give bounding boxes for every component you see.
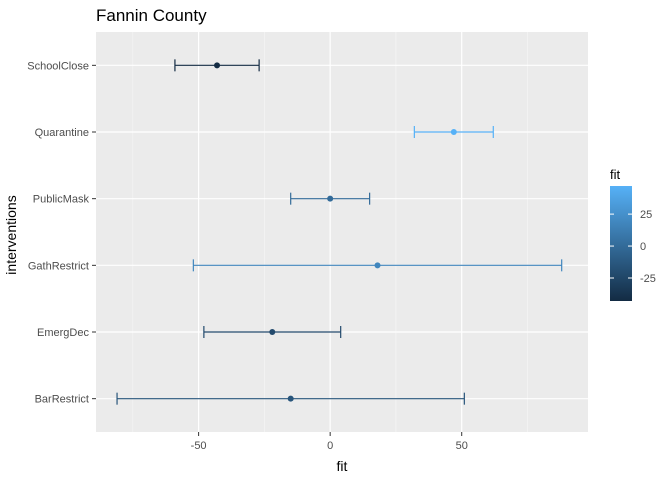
point-quarantine <box>450 129 457 135</box>
plot-panel <box>96 32 588 432</box>
y-tick-label: PublicMask <box>33 194 90 206</box>
x-axis-title: fit <box>337 458 348 474</box>
y-tick-label: SchoolClose <box>27 60 89 72</box>
errorbar-publicmask <box>290 192 371 205</box>
errorbar-emergdec <box>203 326 342 338</box>
point-publicmask <box>327 195 334 202</box>
x-tick-label: 50 <box>456 440 468 452</box>
x-tick-label: -50 <box>191 440 207 452</box>
point-emergdec <box>269 329 276 335</box>
x-axis: -50 0 50 <box>191 432 468 452</box>
y-axis-title: interventions <box>3 195 19 274</box>
y-tick-label: GathRestrict <box>28 260 89 272</box>
point-gathrestrict <box>374 262 381 269</box>
y-tick-label: Quarantine <box>35 127 89 139</box>
point-barrestrict <box>287 395 294 402</box>
y-axis: BarRestrict EmergDec GathRestrict PublicMas… <box>27 60 96 406</box>
errorbar-barrestrict <box>116 392 465 405</box>
legend-title: fit <box>610 167 621 182</box>
errorbar-schoolclose <box>174 59 260 72</box>
chart-title: Fannin County <box>96 6 207 25</box>
legend-tick-label: -25 <box>640 273 656 285</box>
color-legend: fit -25 0 25 <box>610 167 656 301</box>
x-tick-label: 0 <box>327 440 333 452</box>
minor-gridlines <box>132 32 528 432</box>
errorbar-quarantine <box>413 126 494 138</box>
legend-colorbar <box>610 186 632 301</box>
data-marks <box>116 59 563 405</box>
y-tick-label: BarRestrict <box>35 394 89 406</box>
legend-tick-label: 0 <box>640 241 646 253</box>
y-tick-label: EmergDec <box>37 327 89 339</box>
point-schoolclose <box>214 62 221 69</box>
legend-tick-label: 25 <box>640 209 652 221</box>
errorbar-gathrestrict <box>192 259 563 272</box>
